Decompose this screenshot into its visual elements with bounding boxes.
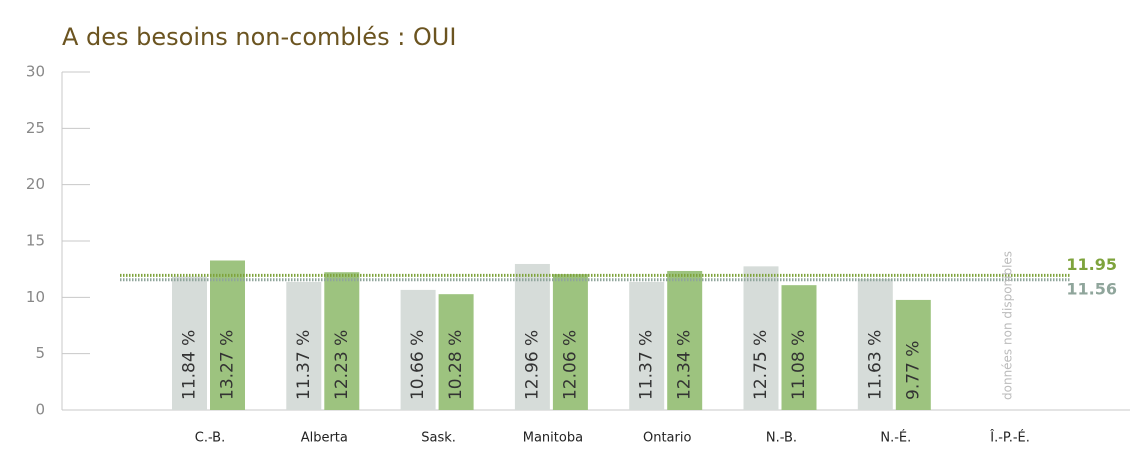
bar: [286, 281, 322, 410]
value-label: 13.27 %: [218, 330, 238, 400]
value-label: 12.75 %: [751, 330, 771, 400]
reference-label: 11.56: [1066, 279, 1117, 298]
bar: [210, 260, 245, 410]
annotation: données non disponibles: [1001, 251, 1015, 400]
chart-title: A des besoins non-comblés : OUI: [62, 23, 456, 51]
bar: [552, 274, 588, 410]
value-label: 12.06 %: [560, 330, 580, 400]
value-label: 12.96 %: [522, 330, 542, 400]
y-tick-label: 0: [35, 401, 45, 419]
y-tick-label: 20: [26, 175, 45, 193]
bar: [857, 278, 893, 410]
value-label: 9.77 %: [903, 341, 923, 400]
value-label: 11.84 %: [180, 330, 200, 400]
bar: [438, 294, 474, 410]
y-tick-label: 10: [26, 288, 45, 306]
bar: [781, 285, 817, 410]
bar: [324, 272, 360, 410]
x-tick-label: Sask.: [421, 431, 456, 446]
bar: [743, 266, 779, 410]
y-tick-label: 25: [26, 119, 45, 137]
x-tick-label: N.-B.: [766, 431, 797, 446]
bar: [172, 276, 207, 410]
value-label: 11.63 %: [865, 330, 885, 400]
x-tick-label: C.-B.: [195, 431, 226, 446]
value-label: 10.28 %: [446, 330, 466, 400]
reference-label: 11.95: [1066, 255, 1117, 274]
y-tick-label: 30: [26, 63, 45, 81]
x-tick-label: N.-É.: [880, 430, 911, 446]
bar: [514, 263, 550, 410]
value-label: 10.66 %: [408, 330, 428, 400]
bar: [895, 299, 931, 410]
y-tick-label: 5: [35, 344, 45, 362]
value-label: 12.23 %: [332, 330, 352, 400]
value-label: 12.34 %: [675, 330, 695, 400]
bar: [400, 289, 436, 410]
x-tick-label: Manitoba: [523, 431, 583, 446]
x-tick-label: Alberta: [301, 431, 348, 446]
value-label: 11.37 %: [294, 330, 314, 400]
x-tick-label: Ontario: [643, 431, 691, 446]
y-tick-label: 15: [26, 232, 45, 250]
bar: [667, 270, 703, 410]
value-label: 11.08 %: [789, 330, 809, 400]
x-tick-label: Î.-P.-É.: [989, 430, 1030, 446]
value-label: 11.37 %: [637, 330, 657, 400]
bar: [629, 281, 665, 410]
